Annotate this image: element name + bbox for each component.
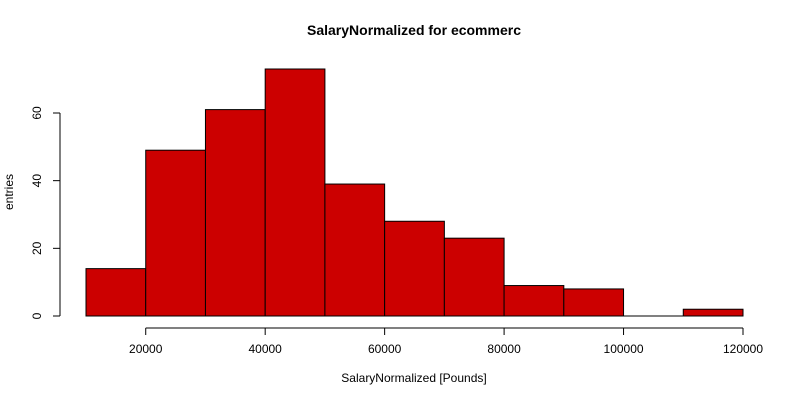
x-tick-label: 80000 [487, 342, 521, 356]
histogram-bar [384, 220, 445, 317]
histogram-bar [264, 68, 326, 317]
bars-group [85, 68, 744, 317]
x-axis-label: SalaryNormalized [Pounds] [341, 371, 486, 385]
histogram-bar [85, 268, 147, 317]
histogram-bar [145, 149, 206, 317]
y-tick-label: 60 [30, 106, 44, 120]
x-tick-label: 100000 [604, 342, 644, 356]
x-tick-label: 60000 [368, 342, 402, 356]
histogram-bar [682, 308, 744, 317]
x-tick-label: 120000 [723, 342, 763, 356]
y-tick-label: 20 [30, 241, 44, 255]
y-axis: 0 20 40 60 [30, 106, 61, 319]
y-tick-label: 40 [30, 174, 44, 188]
y-axis-label: entries [2, 174, 16, 210]
chart-title: SalaryNormalized for ecommerc [307, 22, 521, 38]
x-tick-label: 40000 [248, 342, 282, 356]
histogram-bar [563, 288, 625, 317]
x-axis: 20000 40000 60000 80000 100000 120000 [129, 327, 763, 356]
y-tick-label: 0 [30, 312, 44, 319]
histogram-bar [324, 183, 386, 317]
x-tick-label: 20000 [129, 342, 163, 356]
histogram-bar [443, 237, 505, 317]
histogram-bar [204, 109, 266, 317]
histogram-bar [503, 285, 565, 317]
